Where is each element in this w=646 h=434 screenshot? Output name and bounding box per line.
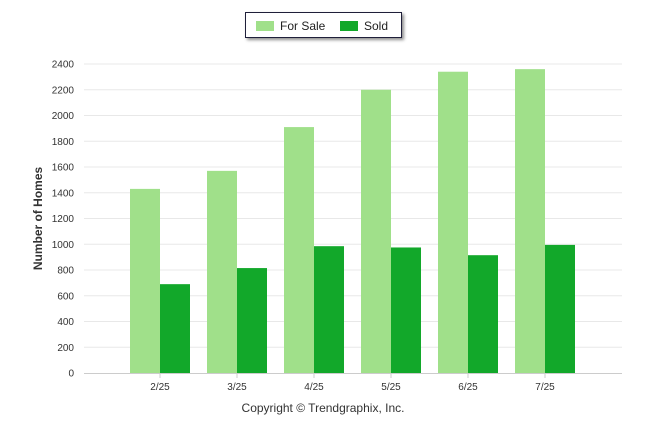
bar-sold-7-25 (545, 244, 575, 373)
x-tick-label: 3/25 (227, 382, 247, 393)
y-tick-label: 2400 (52, 60, 75, 71)
y-tick-label: 2200 (52, 85, 75, 96)
y-tick-label: 1200 (52, 214, 75, 225)
x-tick-label: 5/25 (381, 382, 401, 393)
legend-swatch-sold (340, 21, 358, 31)
y-axis-label: Number of Homes (31, 167, 45, 271)
x-axis-ticks: 2/25 3/25 4/25 5/25 6/25 7/25 (150, 373, 555, 393)
legend-label-for-sale: For Sale (280, 19, 326, 33)
bar-sold-2-25 (160, 284, 190, 373)
legend-label-sold: Sold (364, 19, 389, 33)
x-tick-label: 7/25 (535, 382, 555, 393)
bar-for-sale-6-25 (438, 71, 468, 373)
x-tick-label: 4/25 (304, 382, 324, 393)
legend-item-sold[interactable]: Sold (340, 18, 388, 34)
y-tick-label: 0 (68, 369, 74, 380)
bar-for-sale-5-25 (361, 89, 391, 373)
x-tick-label: 2/25 (150, 382, 170, 393)
bar-for-sale-3-25 (207, 170, 237, 373)
legend-item-for-sale[interactable]: For Sale (256, 18, 325, 34)
y-tick-label: 400 (57, 317, 74, 328)
y-tick-label: 1400 (52, 188, 75, 199)
copyright-text: Copyright © Trendgraphix, Inc. (241, 401, 405, 415)
bars (130, 69, 575, 374)
y-tick-label: 1800 (52, 137, 75, 148)
bar-sold-3-25 (237, 268, 267, 373)
y-tick-label: 1600 (52, 163, 75, 174)
bar-for-sale-7-25 (515, 69, 545, 374)
y-tick-label: 2000 (52, 111, 75, 122)
bar-sold-5-25 (391, 247, 421, 373)
bar-for-sale-2-25 (130, 188, 160, 373)
bar-sold-4-25 (314, 246, 344, 373)
y-axis-ticks: 0 200 400 600 800 1000 1200 1400 1600 1800 2000 220… (52, 60, 75, 380)
legend-swatch-for-sale (256, 21, 274, 31)
x-tick-label: 6/25 (458, 382, 478, 393)
y-tick-label: 600 (57, 291, 74, 302)
y-tick-label: 200 (57, 343, 74, 354)
y-tick-label: 800 (57, 266, 74, 277)
legend: For Sale Sold (245, 12, 402, 38)
bar-for-sale-4-25 (284, 127, 314, 374)
bar-sold-6-25 (468, 255, 498, 373)
y-tick-label: 1000 (52, 240, 75, 251)
